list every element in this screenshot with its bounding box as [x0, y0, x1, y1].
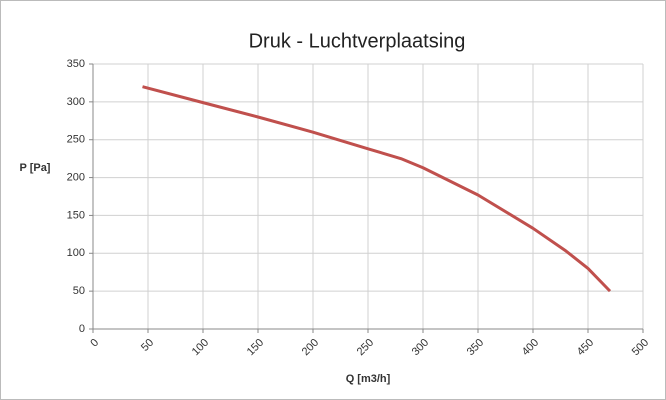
y-tick-label: 0	[79, 323, 85, 335]
chart-title: Druk - Luchtverplaatsing	[249, 30, 466, 52]
y-axis-label: P [Pa]	[20, 162, 51, 174]
y-tick-label: 300	[67, 96, 85, 108]
y-tick-label: 250	[67, 134, 85, 146]
data-line	[142, 85, 612, 293]
y-tick-label: 200	[67, 171, 85, 183]
x-axis-label: Q [m3/h]	[346, 373, 391, 385]
y-tick-label: 50	[73, 285, 85, 297]
y-tick-label: 100	[67, 247, 85, 259]
y-tick-label: 350	[67, 58, 85, 70]
y-tick-label: 150	[67, 209, 85, 221]
